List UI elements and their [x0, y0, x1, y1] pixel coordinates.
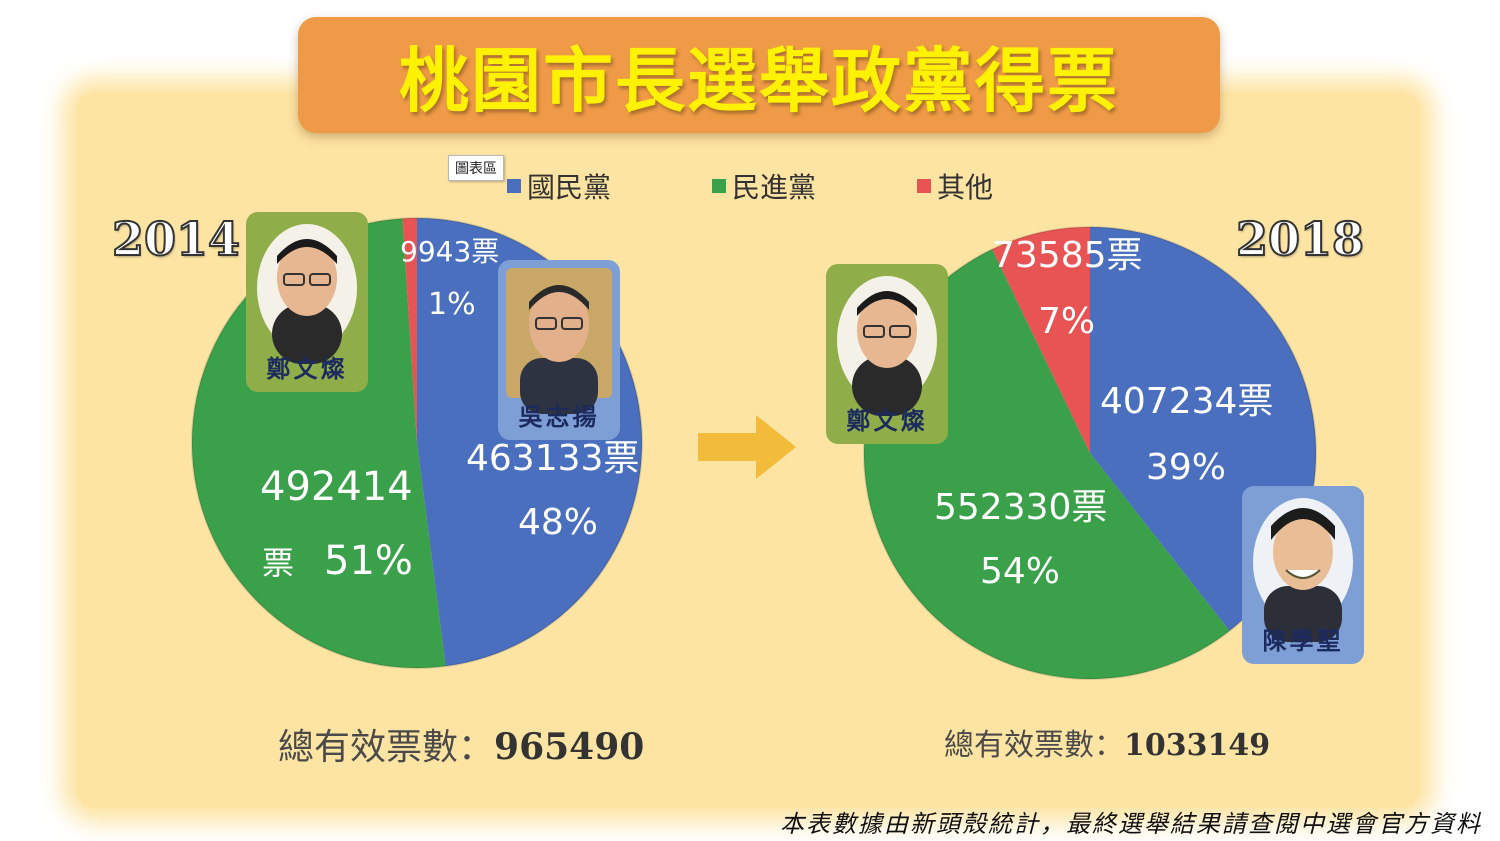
pie-slice-2018-民進黨 — [863, 249, 1230, 680]
candidate-name-dpp-2014: 鄭文燦 — [266, 354, 348, 383]
total-votes-2018: 總有效票數：1033149 — [944, 720, 1270, 764]
footer-note: 本表數據由新頭殼統計，最終選舉結果請查閱中選會官方資料 — [780, 810, 1482, 838]
title-banner: 桃園市長選舉政黨得票 — [298, 17, 1220, 133]
pie-outline — [863, 226, 1317, 680]
data-label-pct-kmt-2018: 39% — [1146, 447, 1226, 488]
total-votes-label-2018: 總有效票數： — [944, 728, 1124, 763]
candidate-photo-kmt-2018: 陳學聖 — [1242, 486, 1364, 664]
legend-swatch-other — [917, 179, 931, 193]
data-label-votes-dpp-2018: 552330票 — [934, 487, 1107, 528]
pie-outline — [191, 217, 643, 669]
legend-swatch-kmt — [507, 179, 521, 193]
legend-label-other: 其他 — [937, 171, 994, 204]
legend-item-kmt: 國民黨 — [507, 166, 611, 206]
candidate-name-kmt-2014: 吳志揚 — [518, 402, 600, 431]
legend-label-kmt: 國民黨 — [527, 171, 612, 204]
pie-slice-2014-其他 — [402, 218, 417, 443]
data-label-pct-other-2014: 1% — [428, 287, 476, 322]
total-votes-value-2018: 1033149 — [1124, 728, 1271, 763]
legend-item-dpp: 民進黨 — [712, 166, 816, 206]
candidate-photo-kmt-2014: 吳志揚 — [498, 260, 620, 440]
year-label-2018: 2018 — [1235, 211, 1365, 267]
arrow-right-icon — [698, 415, 796, 479]
total-votes-label-2014: 總有效票數： — [278, 727, 495, 768]
data-label-votes-other-2018: 73585票 — [992, 235, 1143, 276]
pie-slice-2018-其他 — [992, 227, 1090, 453]
chart-area-tooltip: 圖表區 — [448, 155, 504, 181]
total-votes-2014: 總有效票數：965490 — [278, 718, 644, 770]
legend-swatch-dpp — [712, 179, 726, 193]
candidate-photo-dpp-2014: 鄭文燦 — [246, 212, 368, 392]
portrait-icon — [837, 276, 937, 416]
data-label-pct-dpp-2014: 51% — [324, 538, 413, 584]
data-label-pct-other-2018: 7% — [1038, 301, 1095, 342]
page-title: 桃園市長選舉政黨得票 — [399, 39, 1119, 122]
legend-label-dpp: 民進黨 — [732, 171, 817, 204]
year-label-2014: 2014 — [111, 211, 241, 267]
data-label-votes-kmt-2018: 407234票 — [1100, 381, 1273, 422]
portrait-icon — [1253, 498, 1353, 642]
candidate-photo-dpp-2018: 鄭文燦 — [826, 264, 948, 444]
data-label-votes-other-2014: 9943票 — [400, 235, 499, 268]
legend-item-other: 其他 — [917, 166, 993, 206]
data-label-pct-kmt-2014: 48% — [518, 502, 598, 543]
data-label-votes-kmt-2014: 463133票 — [466, 438, 639, 479]
data-label-votes-dpp-2014: 492414 — [260, 464, 413, 510]
data-label-unit-dpp-2014: 票 — [262, 544, 294, 582]
portrait-icon — [257, 224, 357, 364]
candidate-name-dpp-2018: 鄭文燦 — [846, 406, 928, 435]
candidate-name-kmt-2018: 陳學聖 — [1262, 626, 1344, 655]
total-votes-value-2014: 965490 — [494, 726, 645, 768]
portrait-icon — [506, 268, 612, 414]
data-label-pct-dpp-2018: 54% — [980, 551, 1060, 592]
